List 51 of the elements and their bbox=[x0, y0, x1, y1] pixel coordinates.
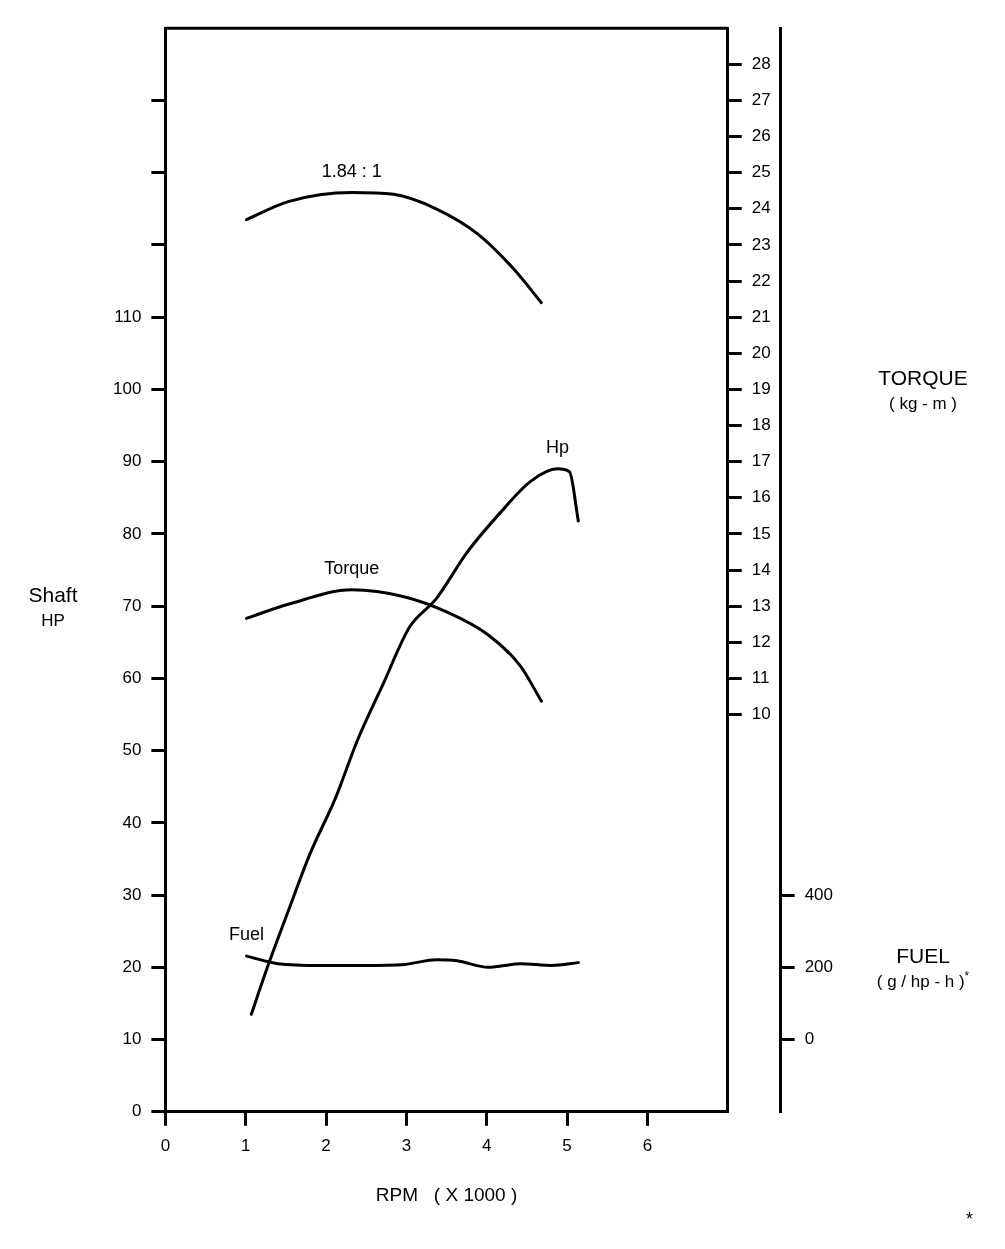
y2-tick-label: 19 bbox=[751, 379, 771, 399]
y-axis-title: Shaft HP bbox=[28, 583, 78, 631]
y2-tick-label: 15 bbox=[751, 523, 771, 543]
y-tick-label: 110 bbox=[114, 306, 142, 326]
y-tick-label: 40 bbox=[122, 812, 142, 832]
x-tick-label: 1 bbox=[240, 1135, 251, 1155]
y2-tick-label: 12 bbox=[751, 631, 771, 651]
x-tick-label: 6 bbox=[642, 1135, 653, 1155]
y2-tick-label: 14 bbox=[751, 559, 771, 579]
series-label: Hp bbox=[545, 436, 569, 457]
y-tick-label: 30 bbox=[122, 884, 142, 904]
y-tick-label: 20 bbox=[122, 957, 142, 977]
line-series bbox=[245, 191, 543, 305]
y-tick-label: 90 bbox=[122, 451, 142, 471]
x-tick-label: 5 bbox=[562, 1135, 572, 1155]
y2-tick-label: 16 bbox=[751, 487, 771, 507]
y2-axis-title: TORQUE ( kg - m ) bbox=[878, 366, 968, 414]
y2-tick-label: 28 bbox=[751, 54, 771, 74]
y3-tick-label: 0 bbox=[804, 1029, 815, 1049]
y2-tick-label: 18 bbox=[751, 415, 771, 435]
x-tick-label: 0 bbox=[160, 1135, 171, 1155]
y3-tick-label: 200 bbox=[804, 957, 834, 977]
y-tick-label: 70 bbox=[122, 595, 142, 615]
x-axis-title: RPM ( X 1000 ) bbox=[375, 1183, 518, 1205]
y2-tick-label: 11 bbox=[751, 668, 770, 688]
y-tick-label: 100 bbox=[112, 379, 142, 399]
y2-tick-label: 25 bbox=[751, 162, 771, 182]
text: * bbox=[965, 1209, 973, 1229]
y2-tick-label: 17 bbox=[751, 451, 771, 471]
y2-tick-label: 26 bbox=[751, 126, 771, 146]
y2-tick-label: 22 bbox=[751, 270, 771, 290]
x-tick-label: 2 bbox=[321, 1135, 331, 1155]
series-label: Torque bbox=[324, 557, 380, 578]
y-tick-label: 50 bbox=[122, 740, 142, 760]
x-tick-label: 4 bbox=[481, 1135, 492, 1155]
y2-tick-label: 27 bbox=[751, 90, 771, 110]
y-tick-label: 0 bbox=[131, 1101, 142, 1121]
y3-tick-label: 400 bbox=[804, 884, 834, 904]
y-tick-label: 80 bbox=[122, 523, 142, 543]
x-tick-label: 3 bbox=[401, 1135, 412, 1155]
series-label: 1.84 : 1 bbox=[321, 160, 382, 181]
y2-tick-label: 23 bbox=[751, 234, 771, 254]
y2-tick-label: 24 bbox=[751, 198, 771, 218]
y-tick-label: 60 bbox=[122, 668, 142, 688]
y2-tick-label: 10 bbox=[751, 704, 771, 724]
y2-tick-label: 21 bbox=[751, 306, 771, 326]
y2-tick-label: 13 bbox=[751, 595, 771, 615]
y3-axis-title: FUEL ( g / hp - h )* bbox=[876, 944, 970, 992]
series-label: Fuel bbox=[229, 924, 265, 945]
y2-tick-label: 20 bbox=[751, 342, 771, 362]
y-tick-label: 10 bbox=[122, 1029, 142, 1049]
